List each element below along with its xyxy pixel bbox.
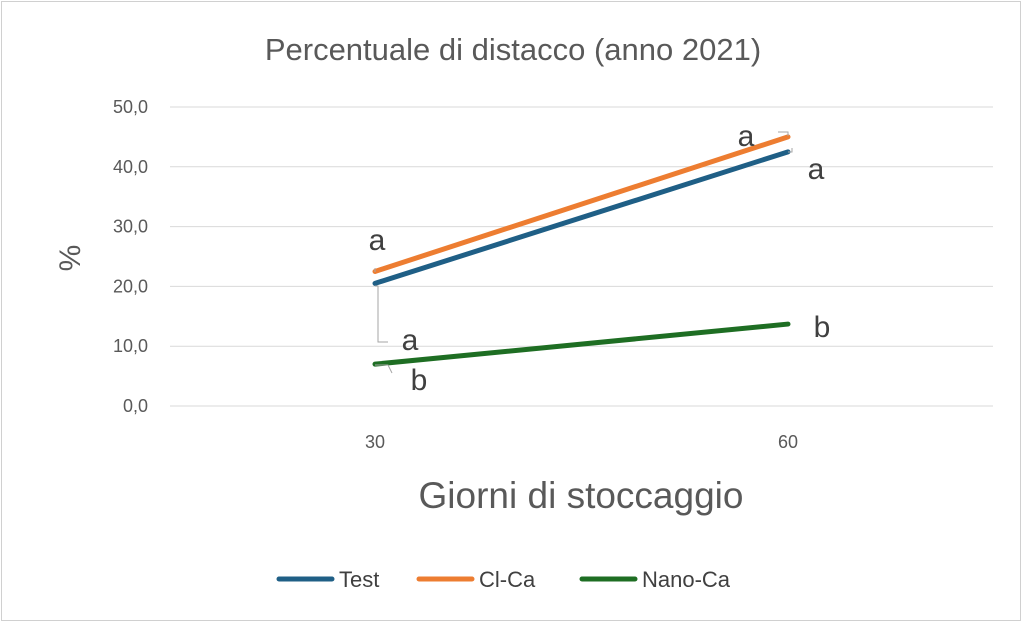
- series-line-cl-ca: [372, 134, 791, 274]
- y-axis-label: %: [54, 245, 87, 272]
- y-tick-label: 10,0: [113, 336, 148, 356]
- y-tick-label: 20,0: [113, 276, 148, 296]
- series-line-nano-ca: [372, 321, 791, 367]
- x-tick-label: 30: [365, 432, 385, 452]
- gridlines: [170, 106, 993, 407]
- annotation-leader: [788, 148, 793, 153]
- data-label-cl-ca: a: [738, 120, 755, 153]
- x-axis-ticks: 30 60: [365, 432, 798, 452]
- y-tick-label: 50,0: [113, 97, 148, 117]
- data-label-nano-ca: b: [814, 311, 831, 344]
- data-label-test: a: [402, 324, 419, 357]
- annotation-leader: [778, 131, 789, 136]
- x-axis-label: Giorni di stoccaggio: [419, 475, 744, 516]
- legend: Test Cl-Ca Nano-Ca: [276, 567, 731, 592]
- y-axis-ticks: 0,0 10,0 20,0 30,0 40,0 50,0: [113, 97, 148, 416]
- annotation-leader: [375, 285, 388, 343]
- annotation-leader: [375, 364, 393, 374]
- y-tick-label: 0,0: [123, 396, 148, 416]
- y-tick-label: 40,0: [113, 157, 148, 177]
- series-line-test: [372, 149, 791, 286]
- x-tick-label: 60: [778, 432, 798, 452]
- data-label-nano-ca: b: [411, 364, 428, 397]
- data-label-cl-ca: a: [369, 224, 386, 257]
- y-tick-label: 30,0: [113, 217, 148, 237]
- chart-title: Percentuale di distacco (anno 2021): [265, 32, 761, 67]
- series-lines: [372, 134, 791, 367]
- legend-label-test: Test: [339, 567, 379, 592]
- data-label-test: a: [808, 153, 825, 186]
- legend-label-nano-ca: Nano-Ca: [642, 567, 731, 592]
- legend-label-cl-ca: Cl-Ca: [479, 567, 536, 592]
